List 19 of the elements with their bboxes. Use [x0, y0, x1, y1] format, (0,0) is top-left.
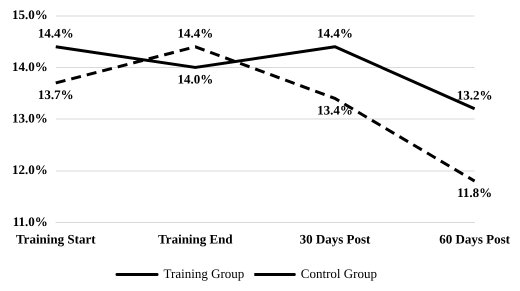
x-tick-label: Training Start: [16, 232, 96, 247]
y-tick-label: 15.0%: [12, 7, 48, 22]
y-tick-label: 13.0%: [12, 110, 48, 126]
x-tick-label: 30 Days Post: [300, 232, 372, 247]
legend-label: Training Group: [164, 266, 244, 281]
data-label: 14.4%: [177, 26, 214, 41]
data-label: 14.0%: [177, 71, 214, 86]
legend-label: Control Group: [300, 266, 377, 281]
x-tick-label: Training End: [158, 232, 234, 247]
data-label: 14.4%: [317, 26, 353, 41]
x-tick-label: 60 Days Post: [439, 232, 511, 247]
data-label: 13.4%: [317, 102, 353, 118]
y-tick-label: 14.0%: [12, 58, 48, 74]
y-tick-label: 11.0%: [12, 214, 48, 229]
data-label: 13.7%: [38, 86, 74, 102]
y-tick-label: 12.0%: [12, 162, 48, 178]
data-label: 11.8%: [457, 184, 492, 200]
data-label: 13.2%: [456, 88, 492, 103]
data-label: 14.4%: [38, 26, 74, 41]
